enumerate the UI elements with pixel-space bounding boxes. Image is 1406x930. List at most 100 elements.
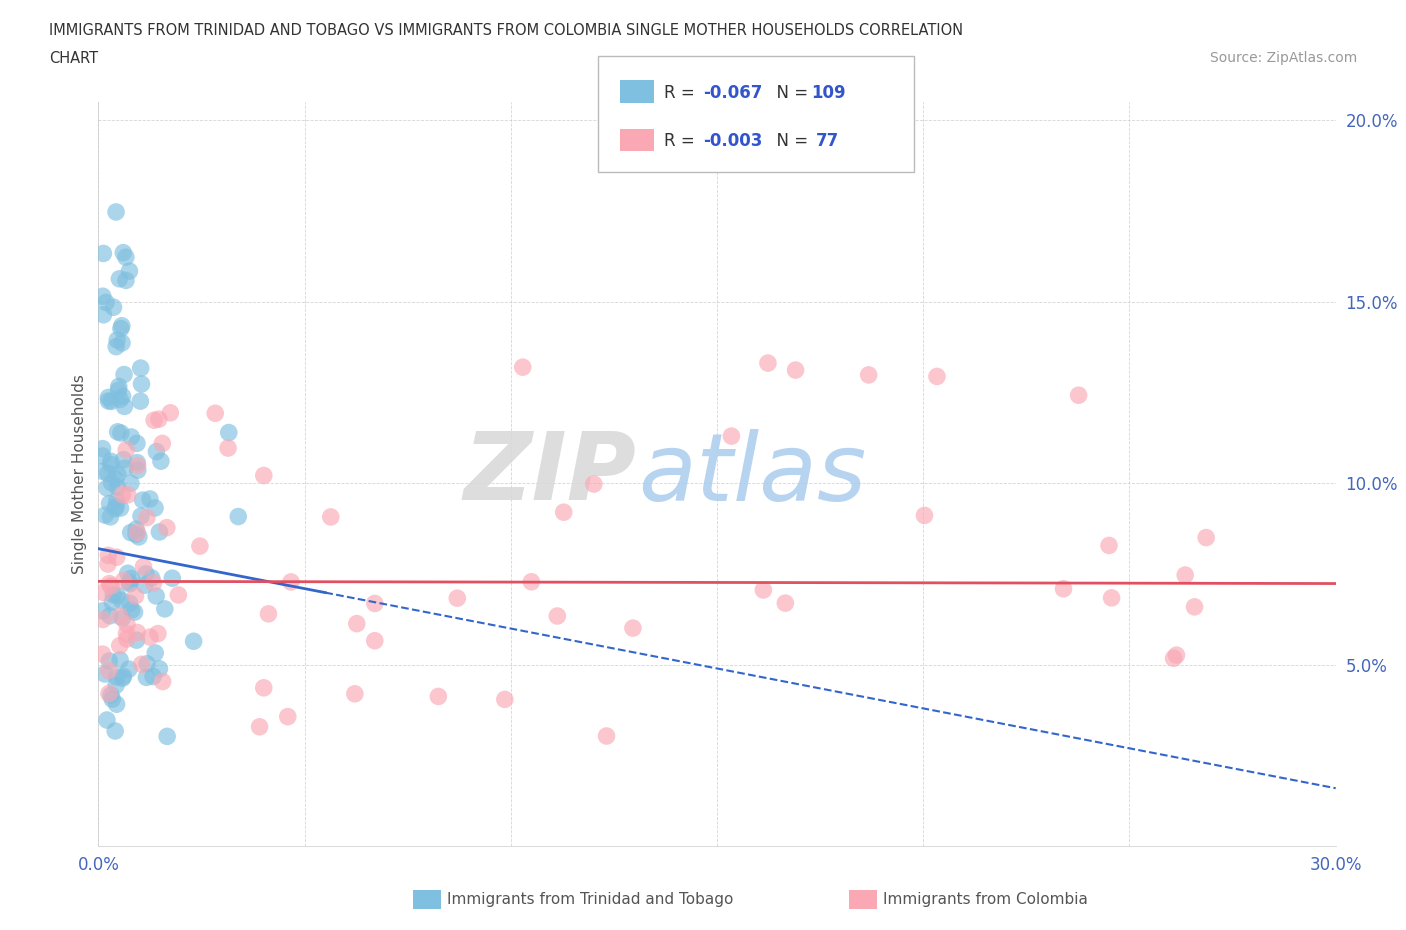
Point xyxy=(115,617,138,631)
Point xyxy=(621,620,644,635)
Point xyxy=(553,505,575,520)
Point xyxy=(914,508,936,523)
Point xyxy=(129,393,152,408)
Point xyxy=(107,379,129,394)
Text: N =: N = xyxy=(766,132,814,150)
Point xyxy=(100,454,122,469)
Point xyxy=(105,550,128,565)
Point xyxy=(94,667,117,682)
Point xyxy=(115,272,138,287)
Point xyxy=(143,500,166,515)
Point xyxy=(127,455,149,470)
Point xyxy=(153,602,176,617)
Point xyxy=(120,476,142,491)
Point xyxy=(105,339,128,354)
Point xyxy=(120,571,142,586)
Point xyxy=(125,632,148,647)
Point xyxy=(135,670,157,684)
Point xyxy=(97,466,120,481)
Point xyxy=(100,578,122,593)
Point xyxy=(1195,530,1218,545)
Point xyxy=(145,589,167,604)
Point xyxy=(105,493,128,508)
Point xyxy=(125,527,148,542)
Point xyxy=(156,520,179,535)
Point xyxy=(112,573,135,588)
Point xyxy=(110,592,132,607)
Point xyxy=(115,250,138,265)
Point xyxy=(100,475,122,490)
Point xyxy=(104,501,127,516)
Point xyxy=(183,634,205,649)
Point xyxy=(110,321,132,336)
Point xyxy=(94,295,117,310)
Point xyxy=(226,509,249,524)
Point xyxy=(108,392,131,407)
Point xyxy=(91,441,114,456)
Point xyxy=(1067,388,1090,403)
Point xyxy=(785,363,807,378)
Point xyxy=(91,646,114,661)
Point xyxy=(112,669,135,684)
Point xyxy=(150,436,173,451)
Point xyxy=(1101,591,1123,605)
Point xyxy=(96,712,118,727)
Point xyxy=(858,367,880,382)
Point xyxy=(93,246,115,261)
Point xyxy=(97,393,120,408)
Point xyxy=(775,596,797,611)
Point xyxy=(107,424,129,439)
Y-axis label: Single Mother Households: Single Mother Households xyxy=(72,375,87,574)
Point xyxy=(162,571,184,586)
Point xyxy=(148,661,170,676)
Point xyxy=(105,697,128,711)
Point xyxy=(125,522,148,537)
Point xyxy=(98,654,121,669)
Point xyxy=(91,289,114,304)
Point xyxy=(752,582,775,597)
Point xyxy=(167,588,190,603)
Point xyxy=(131,657,153,671)
Text: -0.067: -0.067 xyxy=(703,84,762,101)
Text: 109: 109 xyxy=(811,84,846,101)
Point xyxy=(159,405,181,420)
Point xyxy=(121,603,143,618)
Point xyxy=(96,481,118,496)
Text: CHART: CHART xyxy=(49,51,98,66)
Point xyxy=(217,441,239,456)
Point xyxy=(204,405,226,420)
Point xyxy=(127,625,149,640)
Point xyxy=(143,645,166,660)
Point xyxy=(105,670,128,684)
Point xyxy=(188,538,211,553)
Point xyxy=(118,596,141,611)
Text: 77: 77 xyxy=(815,132,839,150)
Point xyxy=(1163,651,1185,666)
Point xyxy=(148,525,170,539)
Point xyxy=(108,609,131,624)
Point xyxy=(111,336,134,351)
Point xyxy=(118,263,141,278)
Point xyxy=(93,307,115,322)
Point xyxy=(97,548,120,563)
Point xyxy=(112,452,135,467)
Point xyxy=(98,496,121,511)
Point xyxy=(115,443,138,458)
Text: N =: N = xyxy=(766,84,814,101)
Point xyxy=(105,678,128,693)
Point xyxy=(98,577,121,591)
Point xyxy=(100,394,122,409)
Point xyxy=(107,480,129,495)
Point xyxy=(97,686,120,701)
Point xyxy=(117,487,139,502)
Point xyxy=(129,361,152,376)
Point xyxy=(280,575,302,590)
Point xyxy=(257,606,280,621)
Point xyxy=(124,589,146,604)
Point xyxy=(112,399,135,414)
Point xyxy=(132,559,155,574)
Point xyxy=(124,604,146,619)
Point xyxy=(135,566,157,581)
Point xyxy=(100,510,122,525)
Point xyxy=(94,508,117,523)
